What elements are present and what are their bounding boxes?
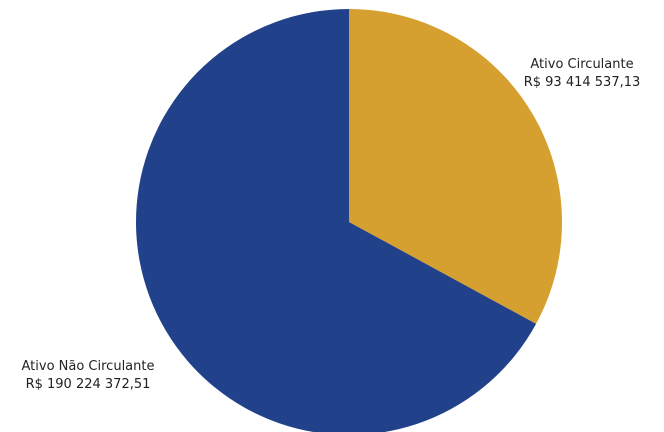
pie-slices <box>136 9 562 432</box>
slice-label-ativo-nao-circulante-name: Ativo Não Circulante <box>22 359 155 374</box>
pie-labels: Ativo Circulante R$ 93 414 537,13 Ativo … <box>22 57 641 392</box>
slice-ativo-circulante <box>349 9 562 324</box>
slice-label-ativo-circulante-value: R$ 93 414 537,13 <box>524 75 641 90</box>
slice-label-ativo-circulante-name: Ativo Circulante <box>530 57 633 72</box>
slice-label-ativo-nao-circulante-value: R$ 190 224 372,51 <box>26 377 151 392</box>
slice-ativo-nao-circulante <box>136 9 537 432</box>
